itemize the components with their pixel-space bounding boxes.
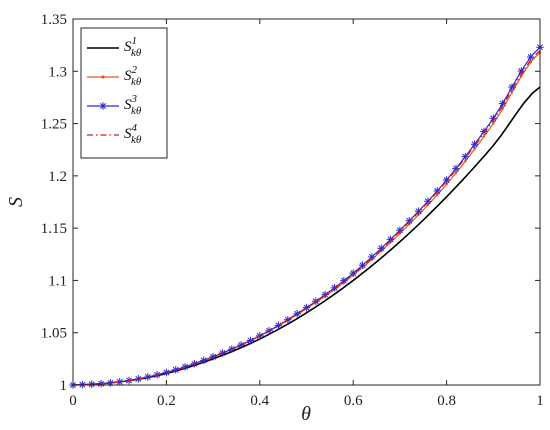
legend-label: S4 kθ xyxy=(124,122,142,146)
series-3-marker xyxy=(405,217,414,225)
series-3-marker xyxy=(349,269,357,277)
legend: S1 kθ S2 kθ S3 kθ S4 kθ xyxy=(80,27,168,159)
legend-item-3: S3 kθ xyxy=(87,93,142,117)
x-tick-label: 0.2 xyxy=(157,393,176,409)
series-3-marker xyxy=(480,127,488,136)
series-2-marker xyxy=(501,107,504,111)
legend-marker xyxy=(99,102,107,110)
series-3-marker xyxy=(377,244,386,253)
series-2-marker xyxy=(454,171,458,175)
series-2-marker xyxy=(492,122,495,125)
series-4 xyxy=(72,49,541,386)
series-3-marker xyxy=(358,261,367,269)
series-3-marker xyxy=(396,226,404,235)
y-tick-label: 1.2 xyxy=(48,169,67,185)
series-3-marker xyxy=(199,356,208,365)
series-layer xyxy=(69,43,544,389)
series-3-marker xyxy=(115,378,124,386)
x-tick-label: 0.6 xyxy=(344,393,363,409)
legend-item-4: S4 kθ xyxy=(87,122,142,146)
axes-box xyxy=(72,18,541,386)
series-3-marker xyxy=(209,352,217,361)
series-2-marker xyxy=(482,135,486,138)
y-tick-label: 1.1 xyxy=(48,273,67,289)
x-tick-label: 0 xyxy=(69,393,77,409)
series-3-marker xyxy=(508,83,516,91)
series-4-line xyxy=(72,49,541,386)
tick-layer: 0 0.2 0.4 0.6 0.8 1 1 1.05 1.1 1.15 1.2 1.25 1.3 1.35 xyxy=(41,12,544,409)
series-3-marker xyxy=(162,368,171,377)
series-3-marker xyxy=(470,140,479,149)
legend-label: S3 kθ xyxy=(124,93,142,117)
series-3-marker xyxy=(498,99,507,108)
series-3-marker xyxy=(293,309,301,318)
y-tick-label: 1.05 xyxy=(41,326,67,342)
series-3-marker xyxy=(284,315,292,324)
series-3-marker xyxy=(461,152,470,161)
x-axis-title: θ xyxy=(301,403,311,425)
series-3-marker xyxy=(433,187,442,195)
y-tick-label: 1.3 xyxy=(48,64,67,80)
series-3-marker xyxy=(442,176,451,184)
series-3-marker xyxy=(302,303,311,312)
series-3-marker xyxy=(368,253,376,261)
legend-marker xyxy=(101,75,105,79)
series-2-marker xyxy=(473,147,476,151)
series-3-marker xyxy=(386,235,395,244)
legend-box xyxy=(80,27,168,159)
x-tick-label: 1 xyxy=(536,393,544,409)
series-2-marker xyxy=(445,183,448,186)
series-2-marker xyxy=(436,193,439,197)
legend-item-1: S1 kθ xyxy=(87,35,142,59)
y-axis-title: S xyxy=(5,197,27,207)
y-tick-label: 1 xyxy=(60,378,68,394)
legend-label: S1 kθ xyxy=(124,35,142,59)
series-3-marker xyxy=(414,207,423,216)
series-3-marker xyxy=(340,276,348,285)
series-3-marker xyxy=(237,341,245,349)
legend-label: S2 kθ xyxy=(124,64,142,88)
series-3-marker xyxy=(452,164,460,173)
x-tick-label: 0.8 xyxy=(437,393,456,409)
legend-item-2: S2 kθ xyxy=(87,64,142,88)
series-2-marker xyxy=(464,160,467,163)
y-tick-label: 1.15 xyxy=(41,221,67,237)
x-tick-label: 0.4 xyxy=(250,393,269,409)
y-tick-label: 1.25 xyxy=(41,117,67,133)
y-tick-label: 1.35 xyxy=(41,12,67,28)
